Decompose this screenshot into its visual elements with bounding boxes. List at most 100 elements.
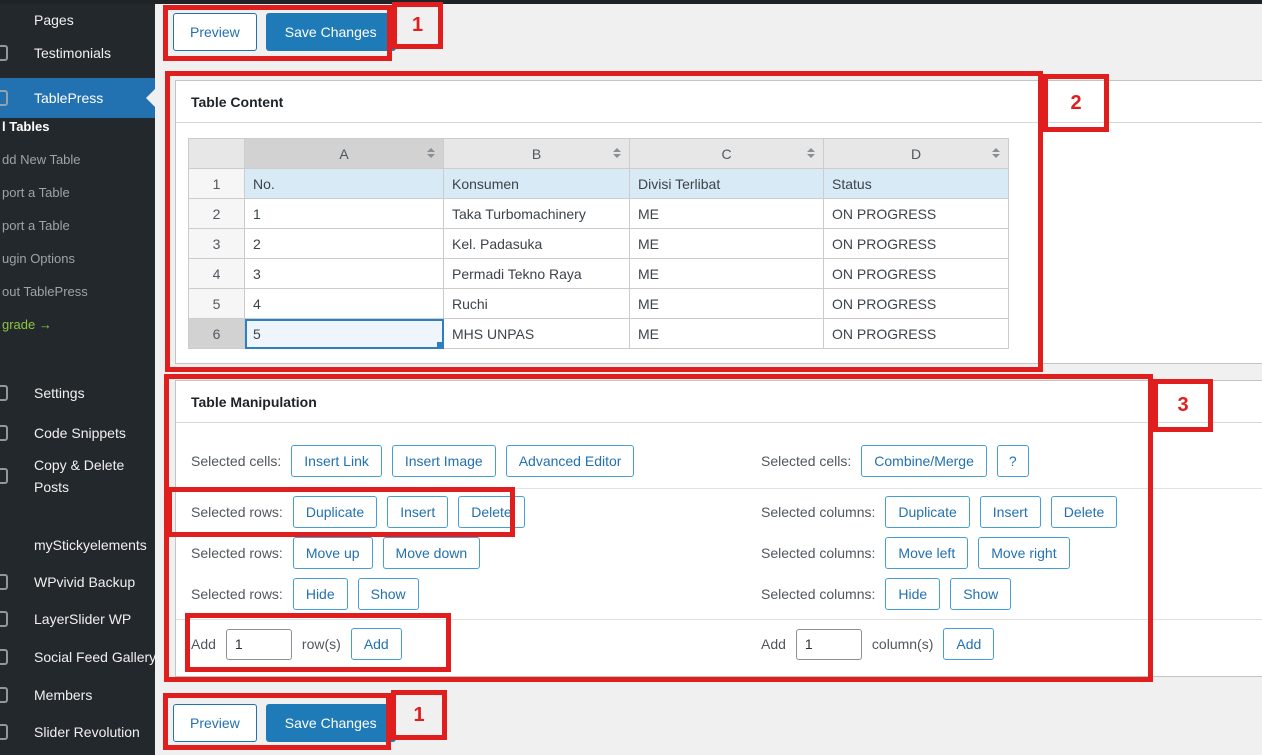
cell-c4[interactable]: ME	[630, 259, 824, 289]
sidebar-item-members[interactable]: Members	[0, 680, 155, 710]
row-number[interactable]: 2	[189, 199, 245, 229]
cell-a2[interactable]: 1	[245, 199, 444, 229]
table-row: 1 No. Konsumen Divisi Terlibat Status	[189, 169, 1009, 199]
save-changes-button[interactable]: Save Changes	[266, 13, 396, 51]
sidebar-item-wpvivid-backup[interactable]: WPvivid Backup	[0, 567, 155, 597]
sidebar-item-social-feed-gallery[interactable]: Social Feed Gallery	[0, 642, 155, 672]
sidebar-subitem-export-a-table[interactable]: port a Table	[0, 213, 155, 237]
selection-handle[interactable]	[437, 342, 444, 349]
sidebar-item-code-snippets[interactable]: Code Snippets	[0, 418, 155, 448]
cell-b5[interactable]: Ruchi	[444, 289, 630, 319]
combine-merge-button[interactable]: Combine/Merge	[861, 445, 987, 477]
sidebar-subitem-about-tablepress[interactable]: out TablePress	[0, 279, 155, 303]
bottom-action-bar: Preview Save Changes	[173, 704, 396, 742]
hide-columns-button[interactable]: Hide	[885, 578, 940, 610]
cell-a4[interactable]: 3	[245, 259, 444, 289]
save-changes-button-bottom[interactable]: Save Changes	[266, 704, 396, 742]
row-number[interactable]: 4	[189, 259, 245, 289]
sidebar-subitem-import-a-table[interactable]: port a Table	[0, 180, 155, 204]
selected-rows-label: Selected rows:	[191, 545, 283, 561]
cell-d1[interactable]: Status	[824, 169, 1009, 199]
selected-rows-visibility-row: Selected rows: Hide Show	[191, 576, 419, 612]
show-rows-button[interactable]: Show	[358, 578, 419, 610]
selected-cells-label: Selected cells:	[761, 453, 851, 469]
cell-a5[interactable]: 4	[245, 289, 444, 319]
column-header-b[interactable]: B	[444, 139, 630, 169]
cell-d4[interactable]: ON PROGRESS	[824, 259, 1009, 289]
delete-rows-button[interactable]: Delete	[458, 496, 524, 528]
cell-d3[interactable]: ON PROGRESS	[824, 229, 1009, 259]
selected-cell-a6[interactable]: 5	[245, 319, 444, 349]
column-header-c[interactable]: C	[630, 139, 824, 169]
preview-button[interactable]: Preview	[173, 13, 257, 51]
testimonials-icon	[0, 45, 8, 61]
add-rows-button[interactable]: Add	[351, 628, 402, 660]
help-button[interactable]: ?	[997, 445, 1029, 477]
cell-b2[interactable]: Taka Turbomachinery	[444, 199, 630, 229]
duplicate-columns-button[interactable]: Duplicate	[885, 496, 969, 528]
duplicate-rows-button[interactable]: Duplicate	[293, 496, 377, 528]
cell-c2[interactable]: ME	[630, 199, 824, 229]
cell-b3[interactable]: Kel. Padasuka	[444, 229, 630, 259]
move-up-button[interactable]: Move up	[293, 537, 373, 569]
row-number[interactable]: 1	[189, 169, 245, 199]
table-manipulation-panel: Table Manipulation Selected cells: Inser…	[175, 380, 1262, 677]
sort-icon[interactable]	[613, 148, 621, 158]
row-number[interactable]: 3	[189, 229, 245, 259]
column-header-d[interactable]: D	[824, 139, 1009, 169]
add-rows-count-input[interactable]	[226, 629, 292, 660]
cell-c5[interactable]: ME	[630, 289, 824, 319]
selected-rows-label: Selected rows:	[191, 504, 283, 520]
hide-rows-button[interactable]: Hide	[293, 578, 348, 610]
corner-cell[interactable]	[189, 139, 245, 169]
selected-rows-label: Selected rows:	[191, 586, 283, 602]
add-columns-label: Add	[761, 636, 786, 652]
column-header-a[interactable]: A	[245, 139, 444, 169]
sidebar-subitem-upgrade[interactable]: grade →	[0, 312, 155, 336]
cell-d5[interactable]: ON PROGRESS	[824, 289, 1009, 319]
row-number[interactable]: 6	[189, 319, 245, 349]
sort-icon[interactable]	[807, 148, 815, 158]
sidebar-item-slider-revolution[interactable]: Slider Revolution	[0, 717, 155, 747]
sidebar-item-layerslider-wp[interactable]: LayerSlider WP	[0, 604, 155, 634]
cell-c1[interactable]: Divisi Terlibat	[630, 169, 824, 199]
sidebar-item-copy-delete-posts[interactable]: Copy & Delete Posts	[0, 452, 155, 500]
cell-b4[interactable]: Permadi Tekno Raya	[444, 259, 630, 289]
cell-a3[interactable]: 2	[245, 229, 444, 259]
move-left-button[interactable]: Move left	[885, 537, 968, 569]
sidebar-item-tablepress[interactable]: TablePress	[0, 78, 155, 118]
sidebar-subitem-all-tables[interactable]: l Tables	[0, 114, 155, 138]
move-down-button[interactable]: Move down	[383, 537, 481, 569]
sort-icon[interactable]	[992, 148, 1000, 158]
move-right-button[interactable]: Move right	[978, 537, 1069, 569]
selected-rows-edit-row: Selected rows: Duplicate Insert Delete	[191, 494, 525, 530]
insert-image-button[interactable]: Insert Image	[392, 445, 496, 477]
sidebar-subitem-add-new-table[interactable]: dd New Table	[0, 147, 155, 171]
preview-button-bottom[interactable]: Preview	[173, 704, 257, 742]
delete-columns-button[interactable]: Delete	[1051, 496, 1117, 528]
cell-d6[interactable]: ON PROGRESS	[824, 319, 1009, 349]
show-columns-button[interactable]: Show	[950, 578, 1011, 610]
cell-d2[interactable]: ON PROGRESS	[824, 199, 1009, 229]
insert-columns-button[interactable]: Insert	[980, 496, 1041, 528]
annotation-label-1-bottom: 1	[391, 690, 447, 740]
table-manipulation-title: Table Manipulation	[176, 381, 1262, 423]
row-number[interactable]: 5	[189, 289, 245, 319]
insert-link-button[interactable]: Insert Link	[291, 445, 382, 477]
insert-rows-button[interactable]: Insert	[387, 496, 448, 528]
sidebar-subitem-plugin-options[interactable]: ugin Options	[0, 246, 155, 270]
sidebar-item-testimonials[interactable]: Testimonials	[0, 38, 155, 68]
cell-b1[interactable]: Konsumen	[444, 169, 630, 199]
sidebar-item-pages[interactable]: Pages	[0, 5, 155, 35]
selected-cells-row-right: Selected cells: Combine/Merge ?	[761, 443, 1029, 479]
sidebar-item-settings[interactable]: Settings	[0, 378, 155, 408]
add-columns-button[interactable]: Add	[943, 628, 994, 660]
sidebar-item-mystickyelements[interactable]: myStickyelements	[0, 530, 155, 560]
cell-c6[interactable]: ME	[630, 319, 824, 349]
advanced-editor-button[interactable]: Advanced Editor	[506, 445, 635, 477]
sort-icon[interactable]	[427, 148, 435, 158]
cell-a1[interactable]: No.	[245, 169, 444, 199]
cell-b6[interactable]: MHS UNPAS	[444, 319, 630, 349]
cell-c3[interactable]: ME	[630, 229, 824, 259]
add-columns-count-input[interactable]	[796, 629, 862, 660]
